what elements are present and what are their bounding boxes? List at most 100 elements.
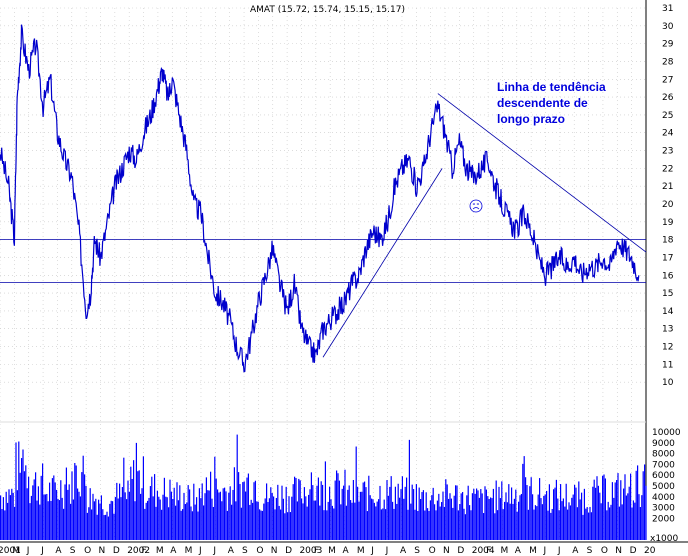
volume-bar xyxy=(282,498,284,540)
time-tick-label: A xyxy=(228,546,235,556)
time-tick-label: D xyxy=(457,546,464,556)
volume-bar xyxy=(250,499,252,540)
volume-bar xyxy=(151,476,153,540)
volume-bar xyxy=(180,510,182,540)
volume-bar xyxy=(373,502,375,540)
volume-bar xyxy=(186,502,188,540)
volume-bar xyxy=(424,510,426,540)
volume-bar xyxy=(592,486,594,540)
time-tick-label: N xyxy=(271,546,278,556)
annotation-line: longo prazo xyxy=(497,112,565,126)
volume-bar xyxy=(526,485,528,540)
volume-bar xyxy=(477,490,479,540)
volume-bar xyxy=(263,503,265,540)
volume-bar xyxy=(603,474,605,540)
volume-bar xyxy=(569,505,571,540)
volume-bar xyxy=(473,488,475,540)
volume-bar xyxy=(491,498,493,540)
volume-bar xyxy=(36,500,38,540)
volume-bar xyxy=(212,506,214,540)
volume-bar xyxy=(242,482,244,540)
volume-bar xyxy=(182,509,184,540)
volume-bar xyxy=(142,456,144,540)
volume-bar xyxy=(590,512,592,540)
volume-bar xyxy=(595,487,597,540)
volume-bar xyxy=(547,510,549,540)
volume-bar xyxy=(50,500,52,540)
volume-bar xyxy=(490,497,492,540)
volume-bar xyxy=(554,487,556,540)
volume-bar xyxy=(65,467,67,540)
volume-bar xyxy=(379,485,381,540)
volume-bar xyxy=(439,506,441,540)
volume-bar xyxy=(609,507,611,540)
sad-face-eye xyxy=(477,203,479,205)
annotation-line: descendente de xyxy=(497,96,588,110)
volume-bar xyxy=(599,492,601,540)
price-tick-label: 15 xyxy=(662,289,673,299)
price-tick-label: 14 xyxy=(662,307,674,317)
volume-bar xyxy=(474,493,476,540)
volume-bar xyxy=(163,477,165,540)
time-tick-label: 2002 xyxy=(127,546,150,556)
volume-bar xyxy=(155,506,157,540)
volume-bar xyxy=(243,481,245,540)
price-tick-label: 10 xyxy=(662,378,674,388)
volume-bar xyxy=(401,476,403,540)
volume-bar xyxy=(432,487,434,540)
volume-bar xyxy=(71,471,73,540)
volume-bar xyxy=(380,509,382,540)
volume-bar xyxy=(78,491,80,540)
volume-bar xyxy=(281,485,283,540)
volume-bar xyxy=(116,482,118,540)
price-tick-label: 22 xyxy=(662,164,673,174)
volume-bar xyxy=(179,485,181,540)
volume-bar xyxy=(481,493,483,540)
volume-bar xyxy=(207,490,209,540)
volume-bar xyxy=(196,497,198,540)
volume-bar xyxy=(264,498,266,540)
volume-bar xyxy=(183,492,185,540)
volume-bar xyxy=(21,458,23,540)
volume-bar xyxy=(63,508,65,540)
volume-bar xyxy=(476,488,478,540)
price-tick-label: 19 xyxy=(662,218,674,228)
volume-bar xyxy=(226,510,228,540)
volume-bar xyxy=(305,496,307,540)
volume-bar xyxy=(414,509,416,540)
volume-bar xyxy=(407,509,409,540)
volume-bar xyxy=(201,483,203,540)
volume-bar xyxy=(218,492,220,540)
volume-bar xyxy=(495,480,497,540)
volume-bar xyxy=(364,481,366,540)
volume-bar xyxy=(86,512,88,540)
volume-bar xyxy=(261,510,263,540)
volume-bar xyxy=(358,501,360,540)
volume-bar xyxy=(347,489,349,540)
volume-tick-label: 2000 xyxy=(652,514,675,524)
volume-bar xyxy=(553,489,555,540)
volume-bar xyxy=(383,499,385,540)
volume-bar xyxy=(271,493,273,540)
volume-bar xyxy=(161,509,163,540)
volume-tick-label: 3000 xyxy=(652,504,675,514)
volume-bar xyxy=(352,480,354,540)
time-tick-label: O xyxy=(84,546,91,556)
volume-bar xyxy=(315,500,317,540)
volume-bar xyxy=(329,486,331,540)
volume-bar xyxy=(452,507,454,540)
volume-bar xyxy=(133,460,135,540)
volume-bar xyxy=(79,496,81,540)
volume-bar xyxy=(641,495,643,540)
volume-bar xyxy=(620,480,622,540)
volume-bar xyxy=(267,502,269,540)
volume-bar xyxy=(127,480,129,540)
volume-bar xyxy=(387,495,389,540)
time-tick-label: M xyxy=(529,546,537,556)
volume-bar xyxy=(254,480,256,540)
volume-bar xyxy=(343,485,345,540)
volume-bar xyxy=(275,497,277,540)
volume-bar xyxy=(240,507,242,540)
volume-bar xyxy=(39,504,41,540)
